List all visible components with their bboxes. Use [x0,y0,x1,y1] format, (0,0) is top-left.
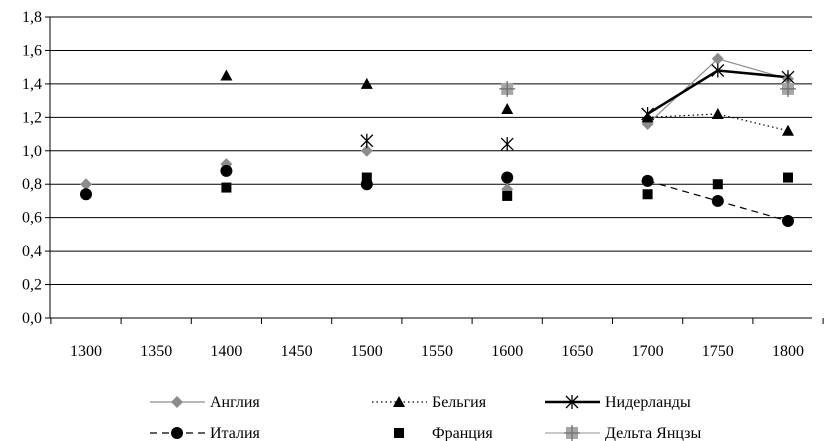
data-point-4 [80,188,92,201]
data-point-2 [501,102,514,114]
x-tick-label: 1500 [351,343,383,360]
data-point-6 [780,80,796,97]
data-point-4 [220,164,233,177]
data-point-3 [360,133,374,148]
y-tick-label: 1,2 [22,109,42,126]
legend-item: Бельгия [372,394,487,411]
data-point-2 [220,69,233,81]
y-tick-label: 0,0 [22,310,42,327]
data-point-4 [501,171,514,184]
legend-item: Нидерланды [545,394,691,411]
legend-label: Бельгия [432,394,487,411]
series-line-2 [647,113,789,132]
x-tick-label: 1400 [210,343,242,360]
legend-marker [171,396,183,408]
y-tick-label: 0,4 [22,243,42,260]
axes [45,16,824,324]
data-point-5 [221,182,232,193]
data-point-2 [782,124,794,136]
data-point-4 [641,174,654,187]
x-tick-label: 1750 [702,343,734,360]
data-point-1 [80,178,92,191]
x-tick-label: 1350 [140,343,172,360]
legend-marker [171,427,183,439]
data-point-2 [360,77,373,89]
x-tick-label: 1300 [70,343,102,360]
x-tick-label: 1700 [632,343,664,360]
y-tick-label: 1,8 [22,9,42,26]
data-point-5 [712,179,723,190]
legend-marker [393,396,405,407]
y-tick-label: 1,6 [22,42,42,59]
data-point-5 [361,172,372,183]
legend-label: Франция [432,425,493,441]
data-point-4 [711,194,724,207]
data-point-1 [360,144,373,157]
legend-item: Франция [394,425,493,441]
legend-marker [394,428,404,438]
x-tick-label: 1800 [772,343,804,360]
data-point-5 [502,190,513,201]
gridlines [50,16,812,286]
legend-marker [565,395,579,409]
y-tick-label: 0,6 [22,210,42,227]
legend-label: Нидерланды [605,394,691,411]
legend-label: Англия [210,394,260,411]
x-tick-label: 1550 [421,343,453,360]
data-point-1 [711,52,724,65]
legend-item: Италия [150,425,261,441]
data-point-3 [641,106,655,121]
legend-marker [564,425,580,441]
y-tick-label: 0,2 [22,277,42,294]
data-point-2 [711,107,724,119]
x-tick-label: 1450 [281,343,313,360]
y-tick-label: 1,4 [22,76,42,93]
y-tick-labels: 0,0 0,2 0,4 0,6 0,8 1,0 1,2 1,4 1,6 1,8 [22,9,42,327]
legend-label: Дельта Янцзы [605,425,701,441]
data-point-3 [711,63,725,78]
x-tick-label: 1650 [561,343,593,360]
series-markers [80,52,796,228]
data-point-4 [782,215,794,228]
legend: Англия Бельгия Нидерланды Италия Франция Дель… [150,394,701,441]
x-tick-labels: 1300 1350 1400 1450 1500 1550 1600 1650 1700 1750… [70,343,804,360]
data-point-6 [499,80,516,97]
x-tick-label: 1600 [491,343,523,360]
data-point-3 [500,137,514,152]
legend-item: Дельта Янцзы [545,425,701,441]
data-point-5 [783,172,793,183]
legend-item: Англия [150,394,260,411]
y-tick-label: 0,8 [22,176,42,193]
legend-label: Италия [210,425,261,441]
y-tick-label: 1,0 [22,143,42,160]
data-point-5 [642,189,653,200]
